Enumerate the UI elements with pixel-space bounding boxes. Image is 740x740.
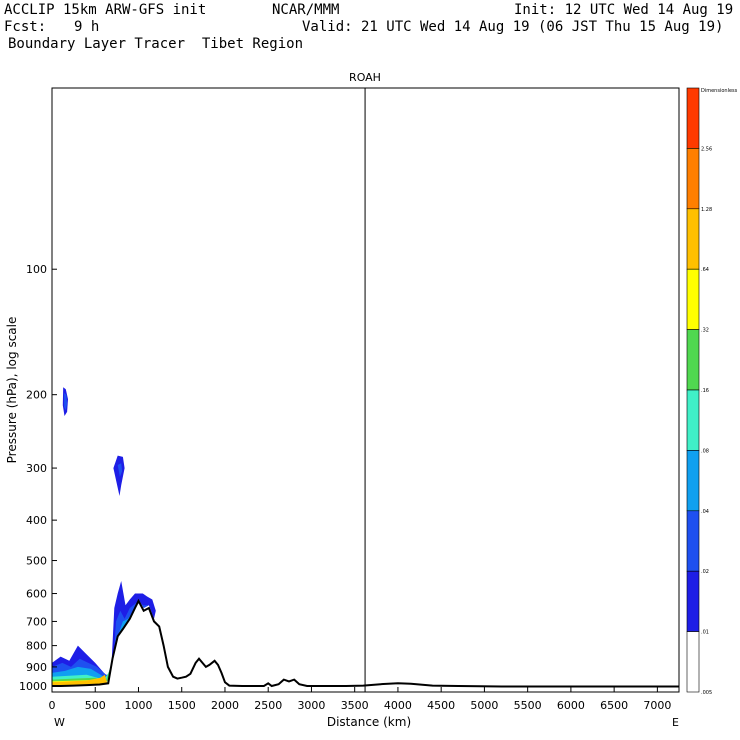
colorbar-swatch [686, 510, 700, 572]
colorbar-swatch [686, 631, 700, 693]
colorbar-swatch [686, 389, 700, 451]
y-tick-label: 400 [26, 514, 47, 527]
x-tick-label: 1000 [124, 699, 152, 712]
x-axis-title: Distance (km) [327, 715, 411, 729]
x-tick-label: 500 [85, 699, 106, 712]
colorbar-level-label: .16 [701, 388, 709, 394]
west-label: W [54, 716, 65, 729]
colorbar-level-label: .04 [701, 509, 709, 515]
colorbar-level-label: .64 [701, 267, 709, 273]
y-tick-label: 200 [26, 389, 47, 402]
y-tick-label: 600 [26, 588, 47, 601]
colorbar-level-label: 2.56 [701, 146, 712, 152]
tracer-region-10 [64, 392, 68, 411]
x-tick-label: 4500 [427, 699, 455, 712]
colorbar-swatch [686, 208, 700, 270]
y-tick-label: 700 [26, 615, 47, 628]
x-tick-label: 3500 [341, 699, 369, 712]
tracer-region-7 [52, 674, 108, 686]
x-tick-label: 0 [49, 699, 56, 712]
east-label: E [672, 716, 679, 729]
x-tick-label: 3000 [297, 699, 325, 712]
y-tick-label: 1000 [19, 680, 47, 693]
colorbar: Dimensionless 2.56 1.28 .64 .32 .16 .08 .04 .02.… [686, 87, 738, 696]
colorbar-swatch [686, 329, 700, 391]
tracer-region-1 [52, 581, 156, 686]
forecast-hour: 9 h [74, 19, 100, 35]
terrain-layer [52, 598, 679, 692]
x-tick-label: 4000 [384, 699, 412, 712]
model-title: ACCLIP 15km ARW-GFS init [4, 2, 207, 18]
y-tick-label: 100 [26, 263, 47, 276]
tracer-region-5 [52, 645, 118, 686]
terrain-line [52, 598, 679, 688]
x-axis: 0 500 1000 1500 2000 2500 3000 3500 4000 4500 5000… [49, 687, 671, 712]
y-tick-label: 500 [26, 555, 47, 568]
x-tick-label: 1500 [168, 699, 196, 712]
colorbar-level-label: .32 [701, 328, 709, 334]
y-axis: 100 200 300 400 500 600 700 800 900 1000 [19, 263, 57, 693]
y-axis-title: Pressure (hPa), log scale [5, 317, 19, 464]
colorbar-level-label: .08 [701, 448, 709, 454]
colorbar-level-label: 1.28 [701, 207, 712, 213]
colorbar-units: Dimensionless [701, 88, 738, 94]
forecast-label: Fcst: [4, 19, 47, 35]
colorbar-swatch [686, 148, 700, 210]
organization-label: NCAR/MMM [272, 2, 340, 18]
y-tick-label: 800 [26, 640, 47, 653]
y-tick-label: 900 [26, 661, 47, 674]
tracer-region-12 [113, 455, 125, 496]
x-tick-label: 7000 [643, 699, 671, 712]
colorbar-level-label: .02 [701, 569, 709, 575]
colorbar-swatch [686, 87, 700, 149]
colorbar-swatch [686, 570, 700, 632]
tracer-region-13 [117, 463, 123, 477]
colorbar-swatch [686, 268, 700, 330]
x-tick-label: 5000 [470, 699, 498, 712]
y-tick-label: 300 [26, 462, 47, 475]
init-time: Init: 12 UTC Wed 14 Aug 19 [514, 2, 734, 18]
colorbar-level-label: .01 [701, 630, 709, 636]
colorbar-swatch [686, 450, 700, 512]
x-tick-label: 5500 [514, 699, 542, 712]
valid-time: Valid: 21 UTC Wed 14 Aug 19 (06 JST Thu … [302, 19, 724, 35]
colorbar-level-label: .005 [701, 690, 712, 696]
x-tick-label: 6000 [557, 699, 585, 712]
field-title: Boundary Layer Tracer Tibet Region [8, 36, 304, 52]
tracer-shading [52, 378, 174, 686]
x-tick-label: 2000 [211, 699, 239, 712]
chart-title: ROAH [349, 71, 381, 84]
terrain-fill [52, 600, 679, 692]
x-tick-label: 6500 [600, 699, 628, 712]
x-tick-label: 2500 [254, 699, 282, 712]
